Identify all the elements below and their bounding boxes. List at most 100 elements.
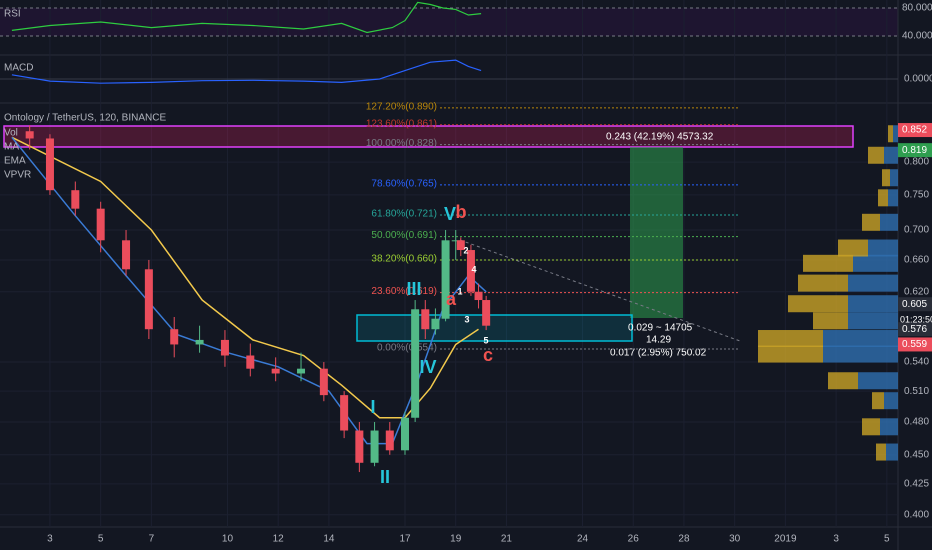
trend-line (459, 239, 741, 342)
x-tick-label: 19 (450, 534, 462, 545)
vpvr-up (878, 189, 888, 207)
vpvr-up (862, 418, 880, 436)
y-tick-label: 0.480 (904, 417, 929, 428)
x-tick-label: 5 (884, 534, 890, 545)
x-tick-label: 3 (833, 534, 839, 545)
fib-label: 23.60%(0.619) (371, 286, 437, 297)
vpvr-down (823, 345, 898, 363)
candle-body (411, 309, 420, 418)
vpvr-down (880, 213, 898, 231)
candle-body (401, 417, 410, 451)
x-tick-label: 17 (399, 534, 411, 545)
candle-body (297, 368, 306, 374)
candle-body (466, 250, 475, 292)
vpvr-up (888, 125, 893, 143)
macd-line (11, 59, 482, 84)
vpvr-up (862, 213, 880, 231)
candle-body (170, 329, 179, 345)
legend-entry: MA (4, 142, 19, 153)
wave-label: II (380, 467, 390, 487)
rsi-tick-label: 80.0000 (902, 3, 932, 14)
vpvr-up (813, 312, 848, 330)
price-tag-label: 0.819 (902, 145, 927, 156)
price-tag (898, 143, 932, 158)
fib-label: 50.00%(0.691) (371, 230, 437, 241)
y-tick-label: 0.400 (904, 509, 929, 520)
candle-body (355, 430, 364, 463)
macd-label: MACD (4, 63, 33, 74)
vpvr-down (893, 125, 898, 143)
candle-body (220, 339, 229, 356)
candle-body (431, 318, 440, 330)
candle-body (474, 291, 483, 301)
price-tag-label: 0.605 (902, 299, 927, 310)
x-tick-label: 30 (729, 534, 741, 545)
position-stop-label: 0.017 (2.95%) 750.02 (610, 348, 707, 359)
wave-label: III (406, 279, 421, 299)
fib-label: 123.60%(0.861) (366, 118, 437, 129)
x-tick-label: 2019 (774, 534, 797, 545)
candle-body (340, 395, 349, 431)
rsi-band (0, 8, 898, 36)
vpvr-down (848, 295, 898, 313)
vpvr-up (758, 345, 823, 363)
candle-body (271, 368, 280, 374)
wave-label: V (444, 204, 456, 224)
rsi-label: RSI (4, 9, 21, 20)
vpvr-down (886, 443, 898, 461)
vpvr-down (868, 239, 898, 257)
x-tick-label: 28 (678, 534, 690, 545)
price-tag-label: 0.852 (902, 125, 927, 136)
y-tick-label: 0.510 (904, 386, 929, 397)
wave-label: I (370, 397, 375, 417)
vpvr-up (803, 254, 853, 272)
candle-body (482, 300, 491, 326)
y-tick-label: 0.750 (904, 190, 929, 201)
y-tick-label: 0.700 (904, 225, 929, 236)
candle-body (370, 430, 379, 463)
position-target-label: 0.243 (42.19%) 4573.32 (606, 132, 714, 143)
x-tick-label: 7 (149, 534, 155, 545)
wave-label: 1 (457, 286, 462, 296)
x-tick-label: 12 (273, 534, 285, 545)
fib-label: 78.60%(0.765) (371, 178, 437, 189)
vpvr-up (876, 443, 886, 461)
wave-label: c (483, 345, 493, 365)
candle-body (385, 430, 394, 451)
countdown: 01:23:50 (900, 315, 932, 325)
vpvr-up (788, 295, 848, 313)
price-tag-label: 0.559 (902, 339, 927, 350)
candle-body (45, 138, 54, 191)
fib-label: 127.20%(0.890) (366, 101, 437, 112)
wave-label: 4 (471, 264, 476, 274)
x-tick-label: 21 (501, 534, 513, 545)
resistance-zone (3, 125, 854, 148)
y-tick-label: 0.800 (904, 157, 929, 168)
vpvr-down (888, 189, 898, 207)
candle-body (96, 208, 105, 241)
price-tag (898, 123, 932, 138)
price-tag (898, 322, 932, 337)
candle-body (421, 309, 430, 330)
chart-title: Ontology / TetherUS, 120, BINANCE (4, 113, 166, 124)
candle-body (71, 190, 80, 209)
x-tick-label: 24 (577, 534, 589, 545)
wave-label: a (446, 289, 457, 309)
vpvr-up (828, 372, 858, 390)
candle-body (451, 240, 460, 242)
x-tick-label: 26 (628, 534, 640, 545)
candle-body (456, 240, 465, 251)
fib-label: 0.00%(0.554) (377, 343, 437, 354)
rsi-line (11, 1, 482, 34)
wave-label: 5 (483, 335, 488, 345)
vpvr-down (848, 274, 898, 292)
y-tick-label: 0.620 (904, 286, 929, 297)
candle-body (441, 240, 450, 319)
position-entry-label: 0.029 ~ 14705 (628, 323, 693, 334)
vpvr-down (884, 146, 898, 164)
vpvr-down (884, 392, 898, 410)
legend-entry: EMA (4, 156, 26, 167)
vpvr-up (758, 330, 823, 348)
position-target-area (630, 147, 683, 318)
